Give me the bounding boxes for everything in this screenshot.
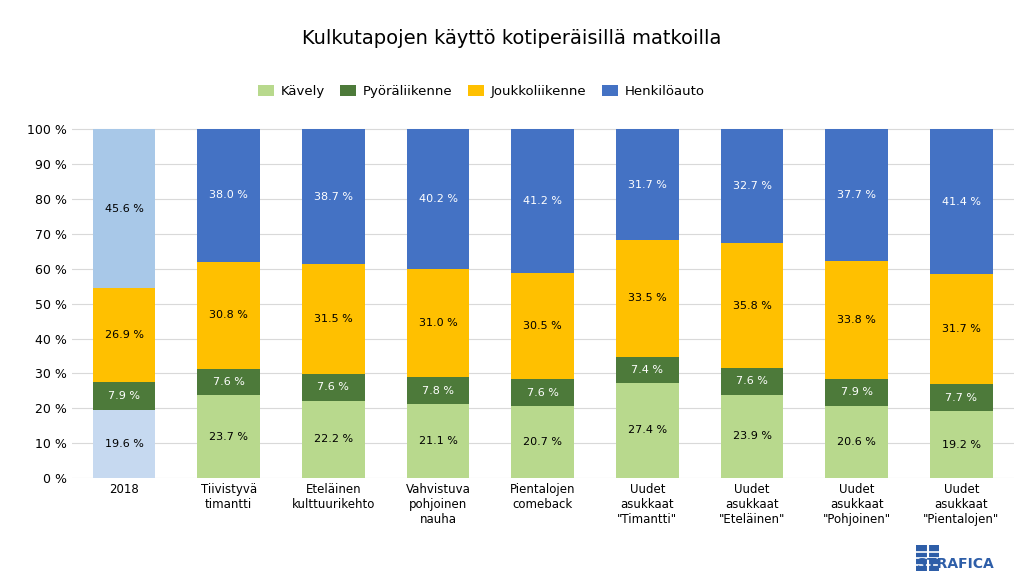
Text: 31.5 %: 31.5 % <box>314 314 352 324</box>
Text: 7.4 %: 7.4 % <box>632 364 664 375</box>
Bar <box>92 382 156 410</box>
Text: 7.6 %: 7.6 % <box>317 382 349 392</box>
Text: 32.7 %: 32.7 % <box>732 181 771 191</box>
Text: 7.7 %: 7.7 % <box>945 393 978 403</box>
Text: 30.5 %: 30.5 % <box>523 321 562 331</box>
Bar <box>302 401 365 478</box>
Text: Kulkutapojen käyttö kotiperäisillä matkoilla: Kulkutapojen käyttö kotiperäisillä matko… <box>302 29 722 48</box>
Text: 23.7 %: 23.7 % <box>209 432 248 442</box>
Text: 38.0 %: 38.0 % <box>209 190 248 200</box>
Bar <box>825 129 888 261</box>
Text: 23.9 %: 23.9 % <box>732 431 771 441</box>
Bar <box>721 129 783 243</box>
Text: 30.8 %: 30.8 % <box>209 310 248 320</box>
Bar <box>407 377 469 405</box>
Text: 33.5 %: 33.5 % <box>628 293 667 303</box>
Text: 31.0 %: 31.0 % <box>419 318 458 328</box>
Bar <box>407 405 469 478</box>
Text: 33.8 %: 33.8 % <box>838 315 877 325</box>
Text: 38.7 %: 38.7 % <box>314 192 353 202</box>
Bar <box>198 395 260 478</box>
Bar <box>825 261 888 379</box>
Bar <box>616 357 679 382</box>
Text: 7.9 %: 7.9 % <box>108 391 140 401</box>
Text: 40.2 %: 40.2 % <box>419 194 458 204</box>
Bar <box>825 379 888 406</box>
Text: STRAFICA: STRAFICA <box>916 557 993 571</box>
Text: 7.9 %: 7.9 % <box>841 388 872 398</box>
Bar <box>92 410 156 478</box>
Text: 7.8 %: 7.8 % <box>422 386 454 396</box>
Text: 22.2 %: 22.2 % <box>313 434 353 444</box>
Bar <box>407 129 469 269</box>
Bar <box>511 380 574 406</box>
Bar <box>930 129 993 273</box>
Text: 41.2 %: 41.2 % <box>523 196 562 206</box>
Bar <box>407 269 469 377</box>
Text: 20.6 %: 20.6 % <box>838 437 877 447</box>
Bar <box>302 129 365 264</box>
Bar <box>511 406 574 478</box>
Text: 31.7 %: 31.7 % <box>628 180 667 189</box>
Bar <box>92 129 156 289</box>
Bar <box>511 273 574 380</box>
Text: 31.7 %: 31.7 % <box>942 324 981 334</box>
Bar <box>302 374 365 401</box>
Text: 20.7 %: 20.7 % <box>523 437 562 447</box>
Text: 35.8 %: 35.8 % <box>732 301 771 311</box>
Bar <box>721 395 783 478</box>
Bar <box>198 129 260 262</box>
Bar <box>930 273 993 384</box>
Bar <box>511 129 574 273</box>
Text: 7.6 %: 7.6 % <box>213 377 245 387</box>
Bar <box>302 264 365 374</box>
Text: 19.2 %: 19.2 % <box>942 440 981 449</box>
Bar <box>930 384 993 411</box>
Text: 7.6 %: 7.6 % <box>736 377 768 387</box>
Text: 37.7 %: 37.7 % <box>838 190 877 200</box>
Bar <box>825 406 888 478</box>
Bar <box>92 289 156 382</box>
Legend: Kävely, Pyöräliikenne, Joukkoliikenne, Henkilöauto: Kävely, Pyöräliikenne, Joukkoliikenne, H… <box>253 79 710 103</box>
Text: 26.9 %: 26.9 % <box>104 330 143 340</box>
Text: 21.1 %: 21.1 % <box>419 436 458 446</box>
Text: 45.6 %: 45.6 % <box>104 204 143 214</box>
Text: 41.4 %: 41.4 % <box>942 196 981 206</box>
Bar <box>616 129 679 240</box>
Text: 19.6 %: 19.6 % <box>104 439 143 449</box>
Bar <box>198 369 260 395</box>
Bar <box>616 240 679 357</box>
Bar <box>930 411 993 478</box>
Bar <box>721 368 783 395</box>
Text: 7.6 %: 7.6 % <box>526 388 559 398</box>
Text: 27.4 %: 27.4 % <box>628 425 667 436</box>
Bar <box>198 262 260 369</box>
Bar <box>721 243 783 368</box>
Bar <box>616 382 679 478</box>
